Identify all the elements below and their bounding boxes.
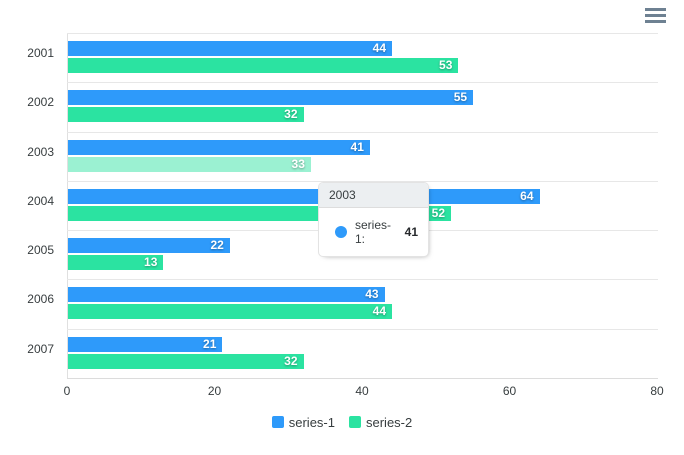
bar-value-label: 44 <box>372 41 386 55</box>
legend-label: series-1 <box>288 414 335 430</box>
tooltip-title: 2003 <box>319 183 428 208</box>
x-axis-line <box>67 378 658 379</box>
menu-bar <box>645 20 666 23</box>
bar-series-2-2002[interactable]: 32 <box>67 107 304 123</box>
bar-series-1-2001[interactable]: 44 <box>67 41 392 56</box>
bar-value-label: 13 <box>144 255 158 270</box>
x-axis-tick-label: 80 <box>650 384 664 398</box>
menu-bar <box>645 8 666 11</box>
y-axis-label: 2001 <box>27 46 54 60</box>
x-axis-tick-label: 20 <box>207 384 222 398</box>
legend-marker-icon <box>349 416 361 428</box>
bar-value-label: 55 <box>453 90 468 105</box>
tooltip-body: series-1: 41 <box>319 208 428 256</box>
bar-series-2-2005[interactable]: 13 <box>67 255 164 271</box>
legend: series-1 series-2 <box>0 414 684 430</box>
gridline <box>67 33 658 34</box>
legend-item-series-1[interactable]: series-1 <box>271 414 335 430</box>
bar-value-label: 21 <box>203 336 217 351</box>
legend-label: series-2 <box>366 414 413 430</box>
bar-series-1-2007[interactable]: 21 <box>67 336 223 352</box>
tooltip-row: series-1: 41 <box>319 208 428 256</box>
gridline <box>67 131 658 133</box>
bar-series-1-2006[interactable]: 43 <box>67 287 385 303</box>
bar-value-label: 44 <box>372 304 386 319</box>
y-axis-label: 2002 <box>27 95 54 110</box>
legend-marker-icon <box>271 416 284 428</box>
x-axis-tick-label: 60 <box>502 384 517 398</box>
bar-series-2-2007[interactable]: 32 <box>67 353 304 369</box>
bar-value-label: 43 <box>365 287 379 302</box>
bar-value-label: 52 <box>431 205 445 220</box>
hamburger-menu-icon[interactable] <box>645 8 666 23</box>
plot-area <box>67 33 658 378</box>
x-axis-tick-label: 0 <box>63 384 71 398</box>
bar-value-label: 22 <box>210 238 224 253</box>
bar-value-label: 53 <box>439 58 453 72</box>
tooltip: 2003 series-1: 41 <box>318 182 429 257</box>
bar-series-2-2001[interactable]: 53 <box>67 58 459 73</box>
tooltip-value: 41 <box>404 225 418 239</box>
bar-value-label: 64 <box>520 188 534 203</box>
y-axis-label: 2005 <box>27 243 54 258</box>
legend-item-series-2[interactable]: series-2 <box>349 415 412 430</box>
bar-value-label: 32 <box>284 107 298 122</box>
bar-series-1-2005[interactable]: 22 <box>67 238 230 254</box>
y-axis-label: 2004 <box>27 193 54 208</box>
bar-series-1-2002[interactable]: 55 <box>67 90 474 106</box>
bar-value-label: 33 <box>291 156 305 171</box>
menu-bar <box>645 14 666 17</box>
bar-series-1-2004[interactable]: 64 <box>67 188 540 204</box>
bar-value-label: 41 <box>350 139 364 154</box>
bar-value-label: 32 <box>284 353 298 368</box>
x-axis-tick-label: 40 <box>355 384 369 398</box>
y-axis-label: 2007 <box>27 341 54 356</box>
y-axis-label: 2003 <box>27 144 54 159</box>
bar-series-1-2003[interactable]: 41 <box>67 139 370 155</box>
gridline <box>67 279 658 281</box>
tooltip-series-label: series-1: <box>355 218 392 246</box>
series-marker-icon <box>335 226 347 238</box>
gridline <box>67 180 658 182</box>
gridline <box>67 328 658 330</box>
gridline <box>67 82 658 84</box>
y-axis-label: 2006 <box>27 292 54 307</box>
bar-series-2-2006[interactable]: 44 <box>67 304 392 320</box>
bar-series-2-2003[interactable]: 33 <box>67 156 311 172</box>
